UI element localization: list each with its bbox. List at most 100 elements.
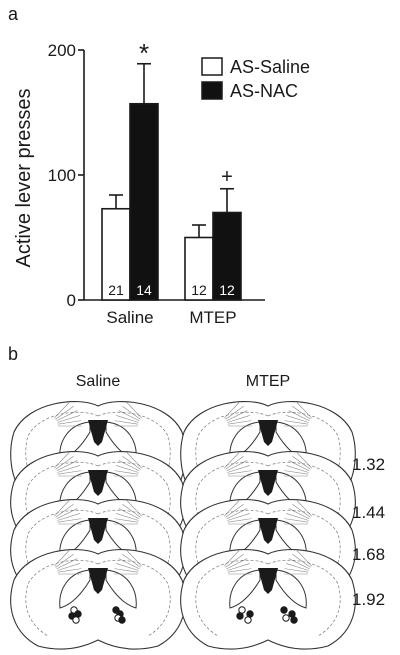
section-hatch [114, 470, 139, 475]
section-hatch [296, 550, 313, 567]
x-tick-label: MTEP [189, 308, 236, 327]
section-hatch [225, 553, 244, 568]
section-hatch [284, 420, 309, 425]
section-hatch [225, 405, 244, 420]
section-hatch [223, 550, 240, 567]
significance-marker: + [221, 166, 233, 188]
section-hatch [126, 402, 143, 419]
section-hatch [53, 402, 70, 419]
section-ventricle [229, 569, 261, 609]
section-hatch [114, 420, 139, 425]
bar-as-saline-mtep [184, 236, 214, 301]
section-hatch [292, 405, 311, 420]
section-midline-fill [258, 420, 278, 446]
section-hatch [53, 452, 70, 469]
section-hatch [57, 415, 80, 423]
injection-site-dot [74, 610, 82, 618]
brain-section [10, 549, 186, 650]
y-ticks: 0 100 200 [48, 41, 84, 310]
section-hatch [53, 550, 70, 567]
injection-site-dot [282, 614, 290, 622]
legend-swatch-as-saline [201, 57, 223, 76]
atlas-level-2: 1.44 [352, 503, 385, 522]
section-hatch [118, 410, 140, 422]
section-ventricle [105, 569, 137, 609]
x-ticks: Saline MTEP [106, 308, 236, 327]
atlas-level-3: 1.68 [352, 545, 385, 564]
section-hatch [116, 563, 139, 571]
injection-site-dot [244, 616, 252, 624]
injection-site-dot [236, 612, 244, 620]
section-hatch [288, 410, 310, 422]
legend-label-as-nac: AS-NAC [230, 81, 298, 101]
section-midline-fill [88, 568, 108, 594]
section-hatch [118, 460, 140, 472]
section-outline [180, 549, 356, 650]
section-hatch [288, 460, 310, 472]
significance-marker: * [139, 38, 149, 68]
section-hatch [57, 513, 80, 521]
atlas-level-4: 1.92 [352, 590, 385, 609]
section-hatch [286, 415, 309, 423]
section-hatch [122, 503, 141, 518]
y-tick-label: 100 [48, 166, 76, 185]
section-hatch [57, 470, 82, 475]
bar-n-label: 12 [219, 282, 235, 298]
section-hatch [296, 402, 313, 419]
section-hatch [225, 455, 244, 470]
legend-label-as-saline: AS-Saline [230, 57, 310, 77]
section-hatch [56, 558, 78, 570]
section-hatch [227, 563, 250, 571]
section-hatch [57, 563, 80, 571]
section-hatch [296, 500, 313, 517]
section-hatch [227, 568, 252, 573]
y-axis-label: Active lever presses [13, 89, 35, 268]
injection-site-dot [238, 606, 246, 614]
legend-swatch-as-nac [201, 81, 223, 100]
panel-a-label: a [8, 4, 19, 24]
atlas-level-1: 1.32 [352, 455, 385, 474]
section-hatch [288, 558, 310, 570]
section-hatch [288, 508, 310, 520]
x-tick-label: Saline [106, 308, 153, 327]
section-hatch [114, 518, 139, 523]
section-hatch [116, 513, 139, 521]
y-tick-label: 200 [48, 41, 76, 60]
bar-n-label: 21 [108, 282, 124, 298]
section-ventricle [275, 569, 307, 609]
section-hatch [292, 455, 311, 470]
y-tick-label: 0 [67, 291, 76, 310]
section-hatch [55, 503, 74, 518]
bar-as-saline-saline [101, 207, 131, 301]
section-hatch [227, 518, 252, 523]
bars: 21 14 12 12 * + [101, 38, 242, 301]
bar-n-label: 12 [191, 282, 207, 298]
atlas-column-saline: Saline [76, 373, 121, 390]
section-hatch [122, 455, 141, 470]
section-hatch [126, 500, 143, 517]
section-hatch [227, 513, 250, 521]
brain-section [180, 549, 356, 650]
section-midline-fill [258, 568, 278, 594]
section-hatch [55, 405, 74, 420]
panel-b-label: b [8, 344, 18, 364]
section-hatch [122, 405, 141, 420]
section-hatch [284, 568, 309, 573]
section-hatch [226, 410, 248, 422]
section-hatch [56, 460, 78, 472]
section-hatch [226, 460, 248, 472]
section-hatch [57, 420, 82, 425]
bar-n-label: 14 [136, 282, 152, 298]
section-hatch [226, 558, 248, 570]
section-hatch [53, 500, 70, 517]
section-midline-fill [258, 518, 278, 544]
section-hatch [116, 415, 139, 423]
injection-site-dot [246, 610, 254, 618]
section-hatch [56, 410, 78, 422]
section-hatch [118, 508, 140, 520]
section-hatch [296, 452, 313, 469]
injection-site-dot [72, 616, 80, 624]
section-hatch [122, 553, 141, 568]
bar-as-nac-saline [129, 102, 159, 301]
